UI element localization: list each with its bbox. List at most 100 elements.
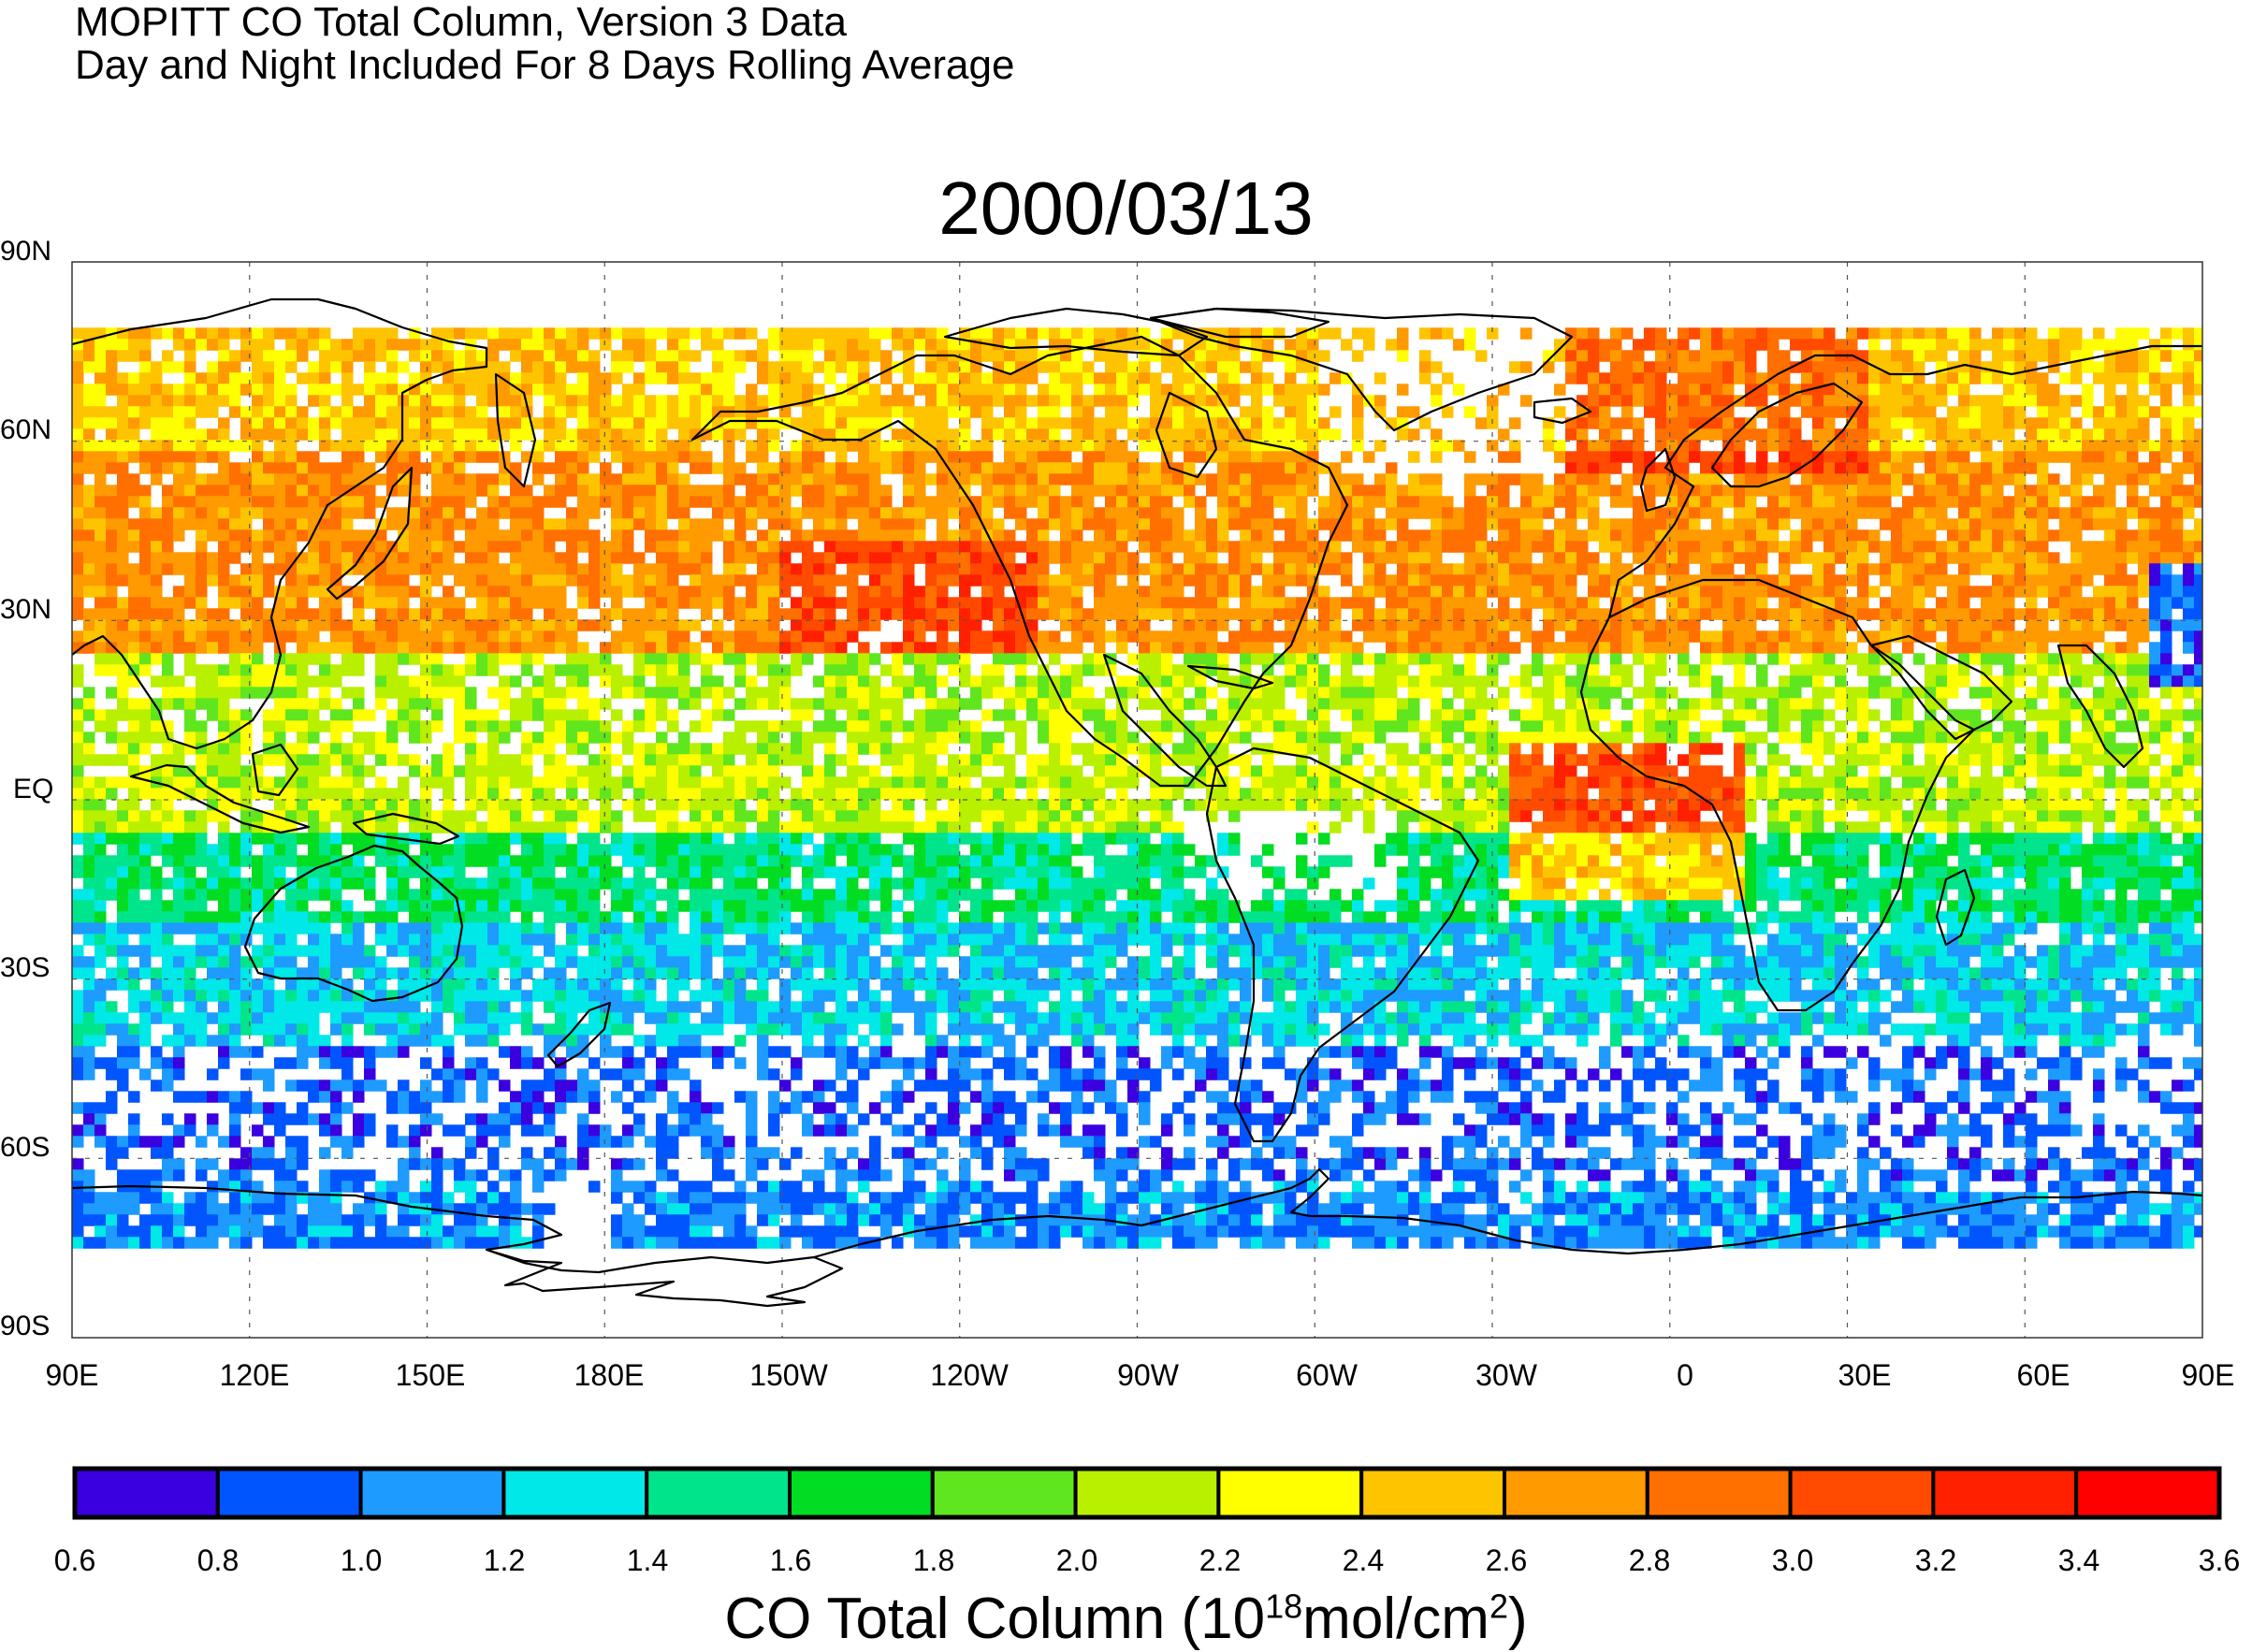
heat-cell bbox=[218, 574, 230, 587]
heat-cell bbox=[263, 586, 275, 598]
heat-cell bbox=[1431, 664, 1443, 676]
heat-cell bbox=[544, 608, 556, 620]
heat-cell bbox=[869, 350, 881, 362]
heat-cell bbox=[139, 608, 152, 620]
heat-cell bbox=[1913, 350, 1925, 362]
heat-cell bbox=[487, 563, 500, 575]
heat-cell bbox=[1464, 619, 1476, 631]
heat-cell bbox=[1992, 642, 2004, 654]
heat-cell bbox=[1262, 496, 1274, 508]
heat-cell bbox=[1419, 630, 1431, 643]
heat-cell bbox=[1296, 384, 1308, 396]
heat-cell bbox=[106, 574, 118, 587]
heat-cell bbox=[72, 608, 84, 620]
heat-cell bbox=[420, 597, 432, 609]
heat-cell bbox=[1711, 507, 1723, 519]
heat-cell bbox=[1565, 630, 1577, 643]
heat-cell bbox=[2048, 440, 2060, 452]
heat-cell bbox=[1678, 619, 1690, 631]
heat-cell bbox=[757, 496, 769, 508]
heat-cell bbox=[274, 518, 286, 530]
heat-cell bbox=[218, 507, 230, 519]
heat-cell bbox=[2026, 327, 2038, 340]
heat-cell bbox=[1431, 473, 1443, 485]
heat-cell bbox=[959, 597, 971, 609]
heat-cell bbox=[2026, 586, 2038, 598]
heat-cell bbox=[1992, 507, 2004, 519]
heat-cell bbox=[1700, 406, 1712, 418]
heat-cell bbox=[1026, 350, 1039, 362]
heat-cell bbox=[577, 642, 589, 654]
heat-cell bbox=[577, 361, 589, 373]
heat-cell bbox=[1049, 541, 1061, 553]
heat-cell bbox=[1812, 473, 1824, 485]
heat-cell bbox=[398, 563, 410, 575]
heat-cell bbox=[1745, 496, 1757, 508]
heat-cell bbox=[1981, 597, 1993, 609]
heat-cell bbox=[667, 541, 679, 553]
heat-cell bbox=[2104, 518, 2116, 530]
heat-cell bbox=[1947, 541, 1959, 553]
heat-cell bbox=[544, 518, 556, 530]
heat-cell bbox=[633, 372, 646, 384]
heat-cell bbox=[353, 440, 365, 452]
heat-cell bbox=[1038, 642, 1050, 654]
heat-cell bbox=[1240, 619, 1252, 631]
heat-cell bbox=[1958, 339, 1970, 351]
heat-cell bbox=[1868, 507, 1881, 519]
heat-cell bbox=[454, 496, 466, 508]
heat-cell bbox=[1139, 664, 1151, 676]
heat-cell bbox=[1150, 473, 1162, 485]
heat-cell bbox=[847, 339, 859, 351]
heat-cell bbox=[297, 473, 309, 485]
heat-cell bbox=[1172, 574, 1184, 587]
heat-cell bbox=[1678, 653, 1690, 665]
heat-cell bbox=[1790, 619, 1802, 631]
heat-cell bbox=[1925, 664, 1937, 676]
heat-cell bbox=[207, 372, 219, 384]
heat-cell bbox=[1880, 630, 1892, 643]
heat-cell bbox=[1936, 619, 1948, 631]
heat-cell bbox=[364, 417, 376, 429]
heat-cell bbox=[1779, 496, 1791, 508]
heat-cell bbox=[588, 529, 601, 542]
heat-cell bbox=[1026, 608, 1039, 620]
heat-cell bbox=[1397, 597, 1409, 609]
heat-cell bbox=[1139, 642, 1151, 654]
heat-cell bbox=[1453, 574, 1465, 587]
heat-cell bbox=[274, 417, 286, 429]
heat-cell bbox=[1902, 563, 1914, 575]
heat-cell bbox=[1835, 395, 1847, 407]
heat-cell bbox=[1195, 350, 1207, 362]
heat-cell bbox=[510, 630, 522, 643]
heat-cell bbox=[1094, 642, 1106, 654]
heat-cell bbox=[1745, 586, 1757, 598]
heat-cell bbox=[1498, 642, 1510, 654]
heat-cell bbox=[1891, 361, 1903, 373]
heat-cell bbox=[1464, 597, 1476, 609]
heat-cell bbox=[431, 507, 443, 519]
heat-cell bbox=[1475, 574, 1488, 587]
heat-cell bbox=[544, 552, 556, 564]
heat-cell bbox=[532, 339, 545, 351]
heat-cell bbox=[1352, 395, 1364, 407]
heat-cell bbox=[308, 361, 320, 373]
heat-cell bbox=[510, 395, 522, 407]
heat-cell bbox=[1666, 608, 1678, 620]
heat-cell bbox=[1902, 339, 1914, 351]
heat-cell bbox=[746, 608, 758, 620]
heat-cell bbox=[1004, 451, 1016, 463]
heat-cell bbox=[1520, 361, 1533, 373]
heat-cell bbox=[1363, 339, 1375, 351]
heat-cell bbox=[1127, 563, 1140, 575]
heat-cell bbox=[1868, 485, 1881, 497]
heat-cell bbox=[510, 597, 522, 609]
heat-cell bbox=[1498, 451, 1510, 463]
heat-cell bbox=[1835, 462, 1847, 474]
heat-cell bbox=[1015, 417, 1027, 429]
heat-cell bbox=[880, 518, 893, 530]
heat-cell bbox=[1947, 619, 1959, 631]
heat-cell bbox=[2070, 608, 2083, 620]
heat-cell bbox=[1049, 586, 1061, 598]
heat-cell bbox=[734, 361, 747, 373]
